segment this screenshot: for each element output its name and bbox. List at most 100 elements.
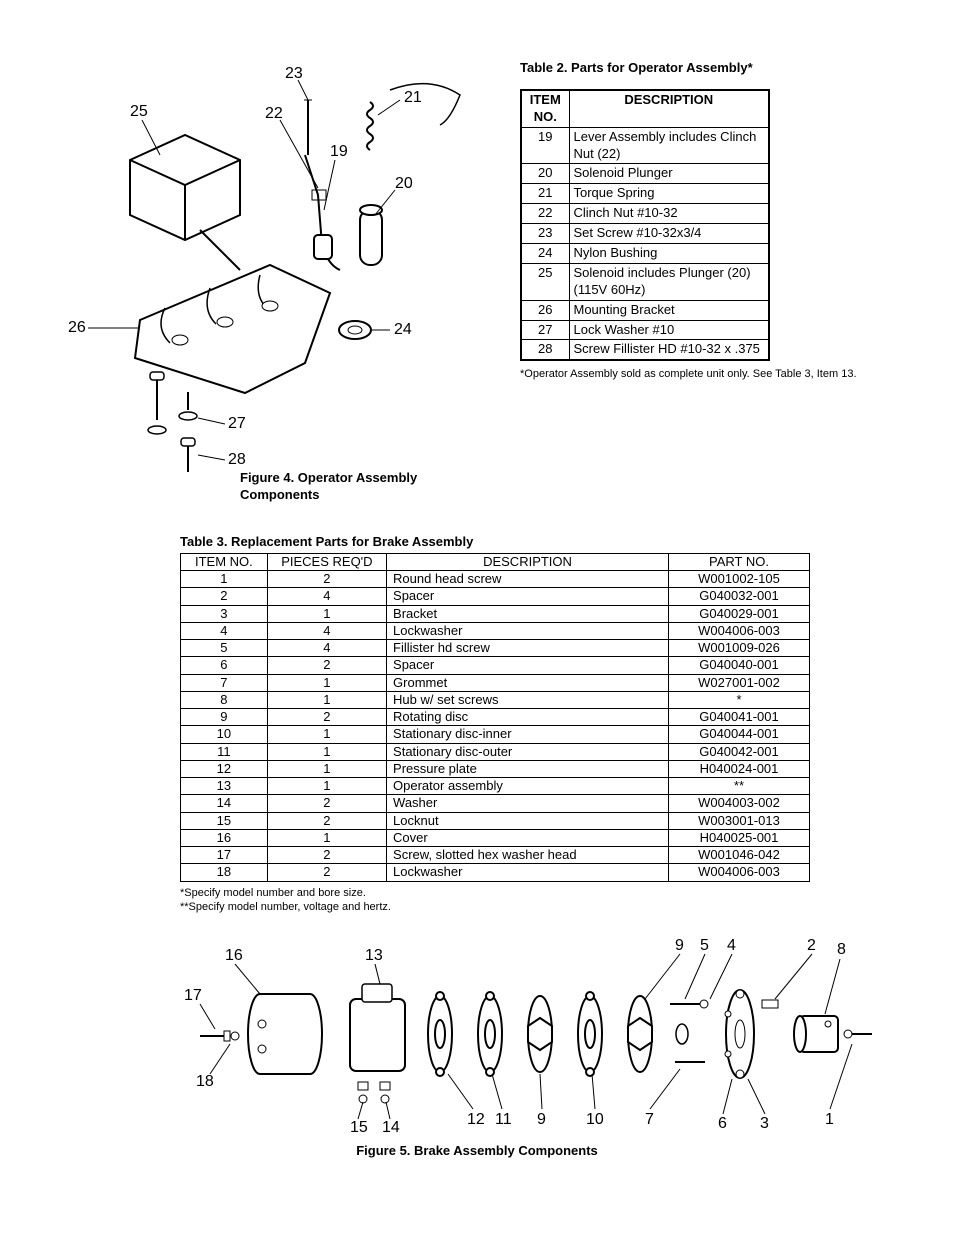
table3-cell: 2	[267, 864, 386, 881]
table3-notes: *Specify model number and bore size.**Sp…	[180, 886, 894, 915]
table2-cell-item: 20	[521, 164, 569, 184]
figure5: 16 13 9 5 4 2 8 17 18 15 14 12 11 9 10 7…	[180, 934, 894, 1158]
figure5-caption: Figure 5. Brake Assembly Components	[60, 1143, 894, 1158]
table3-header-item: ITEM NO.	[181, 553, 268, 570]
svg-text:14: 14	[382, 1119, 400, 1134]
table2-header-item: ITEMNO.	[521, 90, 569, 127]
svg-text:4: 4	[727, 937, 736, 954]
table3-cell: 1	[267, 691, 386, 708]
callout-19: 19	[330, 143, 348, 160]
svg-text:5: 5	[700, 937, 709, 954]
table3-cell: 14	[181, 795, 268, 812]
table3-cell: 1	[267, 829, 386, 846]
table3-cell: 2	[267, 709, 386, 726]
svg-text:9: 9	[537, 1111, 546, 1128]
table2-cell-desc: Torque Spring	[569, 184, 769, 204]
table3-cell: *	[668, 691, 809, 708]
table2-cell-desc: Screw Fillister HD #10-32 x .375	[569, 340, 769, 360]
table2-cell-item: 24	[521, 244, 569, 264]
callout-20: 20	[395, 175, 413, 192]
table2-cell-item: 25	[521, 263, 569, 300]
svg-text:2: 2	[807, 937, 816, 954]
table3-cell: Grommet	[387, 674, 669, 691]
table2-cell-item: 23	[521, 224, 569, 244]
table3-cell: W001046-042	[668, 847, 809, 864]
table3-cell: 4	[181, 622, 268, 639]
table2-cell-desc: Lever Assembly includes Clinch Nut (22)	[569, 127, 769, 164]
table3-header-desc: DESCRIPTION	[387, 553, 669, 570]
table3-cell: Bracket	[387, 605, 669, 622]
figure4-svg: 21 23 22 19 20	[60, 60, 480, 480]
table3-cell: 8	[181, 691, 268, 708]
svg-text:9: 9	[675, 937, 684, 954]
table3-cell: 10	[181, 726, 268, 743]
table3-cell: H040024-001	[668, 760, 809, 777]
table2: ITEMNO. DESCRIPTION 19Lever Assembly inc…	[520, 89, 770, 361]
table3-cell: G040029-001	[668, 605, 809, 622]
table2-cell-item: 19	[521, 127, 569, 164]
table3-cell: 6	[181, 657, 268, 674]
table3-cell: 1	[267, 760, 386, 777]
table3-cell: 17	[181, 847, 268, 864]
table3-cell: G040042-001	[668, 743, 809, 760]
table3-cell: 2	[267, 812, 386, 829]
svg-text:11: 11	[495, 1111, 512, 1128]
page: 21 23 22 19 20	[0, 0, 954, 1198]
table3-cell: Lockwasher	[387, 622, 669, 639]
table3-header-part: PART NO.	[668, 553, 809, 570]
svg-text:18: 18	[196, 1073, 214, 1090]
table3-cell: W004006-003	[668, 622, 809, 639]
table2-cell-item: 21	[521, 184, 569, 204]
callout-25: 25	[130, 103, 148, 120]
table2-header-desc: DESCRIPTION	[569, 90, 769, 127]
table2-cell-desc: Nylon Bushing	[569, 244, 769, 264]
table3-cell: 12	[181, 760, 268, 777]
svg-text:7: 7	[645, 1111, 654, 1128]
table3-cell: 1	[267, 743, 386, 760]
table3-cell: 15	[181, 812, 268, 829]
table3-cell: Screw, slotted hex washer head	[387, 847, 669, 864]
table2-cell-item: 28	[521, 340, 569, 360]
callout-27: 27	[228, 415, 246, 432]
callout-28: 28	[228, 451, 246, 468]
table3-cell: 2	[267, 795, 386, 812]
table3-cell: G040040-001	[668, 657, 809, 674]
svg-text:16: 16	[225, 947, 243, 964]
table3-cell: 5	[181, 640, 268, 657]
table3-cell: 18	[181, 864, 268, 881]
svg-text:17: 17	[184, 987, 202, 1004]
table2-cell-desc: Solenoid Plunger	[569, 164, 769, 184]
table2-block: Table 2. Parts for Operator Assembly* IT…	[520, 60, 894, 382]
table3-cell: Stationary disc-inner	[387, 726, 669, 743]
table3-cell: W027001-002	[668, 674, 809, 691]
top-row: 21 23 22 19 20	[60, 60, 894, 504]
svg-text:3: 3	[760, 1115, 769, 1132]
svg-text:1: 1	[825, 1111, 834, 1128]
table3-cell: Washer	[387, 795, 669, 812]
table3-cell: G040041-001	[668, 709, 809, 726]
table2-cell-desc: Solenoid includes Plunger (20) (115V 60H…	[569, 263, 769, 300]
table3-cell: Fillister hd screw	[387, 640, 669, 657]
callout-21: 21	[404, 89, 422, 106]
table3-cell: 9	[181, 709, 268, 726]
table3-cell: G040044-001	[668, 726, 809, 743]
svg-text:8: 8	[837, 941, 846, 958]
callout-24: 24	[394, 321, 412, 338]
table3-cell: 4	[267, 622, 386, 639]
table3-cell: 2	[267, 657, 386, 674]
table3-cell: W003001-013	[668, 812, 809, 829]
table3-cell: 1	[267, 726, 386, 743]
table3-cell: 2	[181, 588, 268, 605]
table3-cell: **	[668, 778, 809, 795]
table2-cell-item: 27	[521, 320, 569, 340]
table3-cell: Locknut	[387, 812, 669, 829]
figure5-svg: 16 13 9 5 4 2 8 17 18 15 14 12 11 9 10 7…	[180, 934, 880, 1134]
svg-text:12: 12	[467, 1111, 485, 1128]
table3-cell: 16	[181, 829, 268, 846]
table3-cell: 7	[181, 674, 268, 691]
callout-26: 26	[68, 319, 86, 336]
table2-cell-desc: Mounting Bracket	[569, 300, 769, 320]
table3-cell: 4	[267, 588, 386, 605]
table3-cell: Operator assembly	[387, 778, 669, 795]
table3-cell: Spacer	[387, 588, 669, 605]
